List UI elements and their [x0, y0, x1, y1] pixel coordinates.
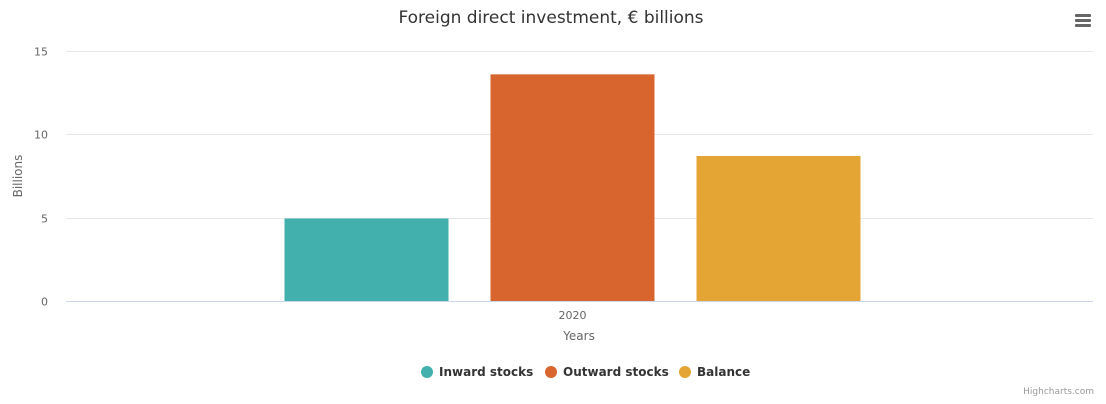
legend-label: Inward stocks	[439, 365, 533, 379]
bars	[284, 74, 861, 301]
legend-label: Balance	[697, 365, 750, 379]
x-axis-title: Years	[562, 329, 595, 343]
legend-item-outward-stocks[interactable]: Outward stocks	[545, 365, 669, 379]
chart-menu-button[interactable]	[1070, 8, 1096, 34]
y-tick-label: 5	[41, 213, 48, 226]
credits-link[interactable]: Highcharts.com	[1023, 387, 1094, 397]
legend-item-balance[interactable]: Balance	[679, 365, 750, 379]
x-tick-label: 2020	[559, 309, 587, 322]
y-tick-label: 0	[41, 296, 48, 309]
legend: Inward stocks Outward stocks Balance	[421, 365, 750, 379]
legend-marker	[545, 366, 557, 378]
x-axis-ticks: 2020	[559, 309, 587, 322]
y-tick-label: 15	[34, 46, 48, 59]
legend-label: Outward stocks	[563, 365, 669, 379]
y-axis-title: Billions	[11, 155, 25, 198]
legend-marker	[679, 366, 691, 378]
y-tick-label: 10	[34, 129, 48, 142]
legend-marker	[421, 366, 433, 378]
y-axis-ticks: 0 5 10 15	[34, 46, 48, 309]
legend-item-inward-stocks[interactable]: Inward stocks	[421, 365, 533, 379]
chart-title: Foreign direct investment, € billions	[398, 8, 703, 28]
bar-outward-stocks	[490, 74, 655, 301]
hamburger-menu-icon[interactable]	[1075, 14, 1091, 27]
bar-inward-stocks	[284, 218, 449, 301]
bar-balance	[696, 156, 861, 301]
